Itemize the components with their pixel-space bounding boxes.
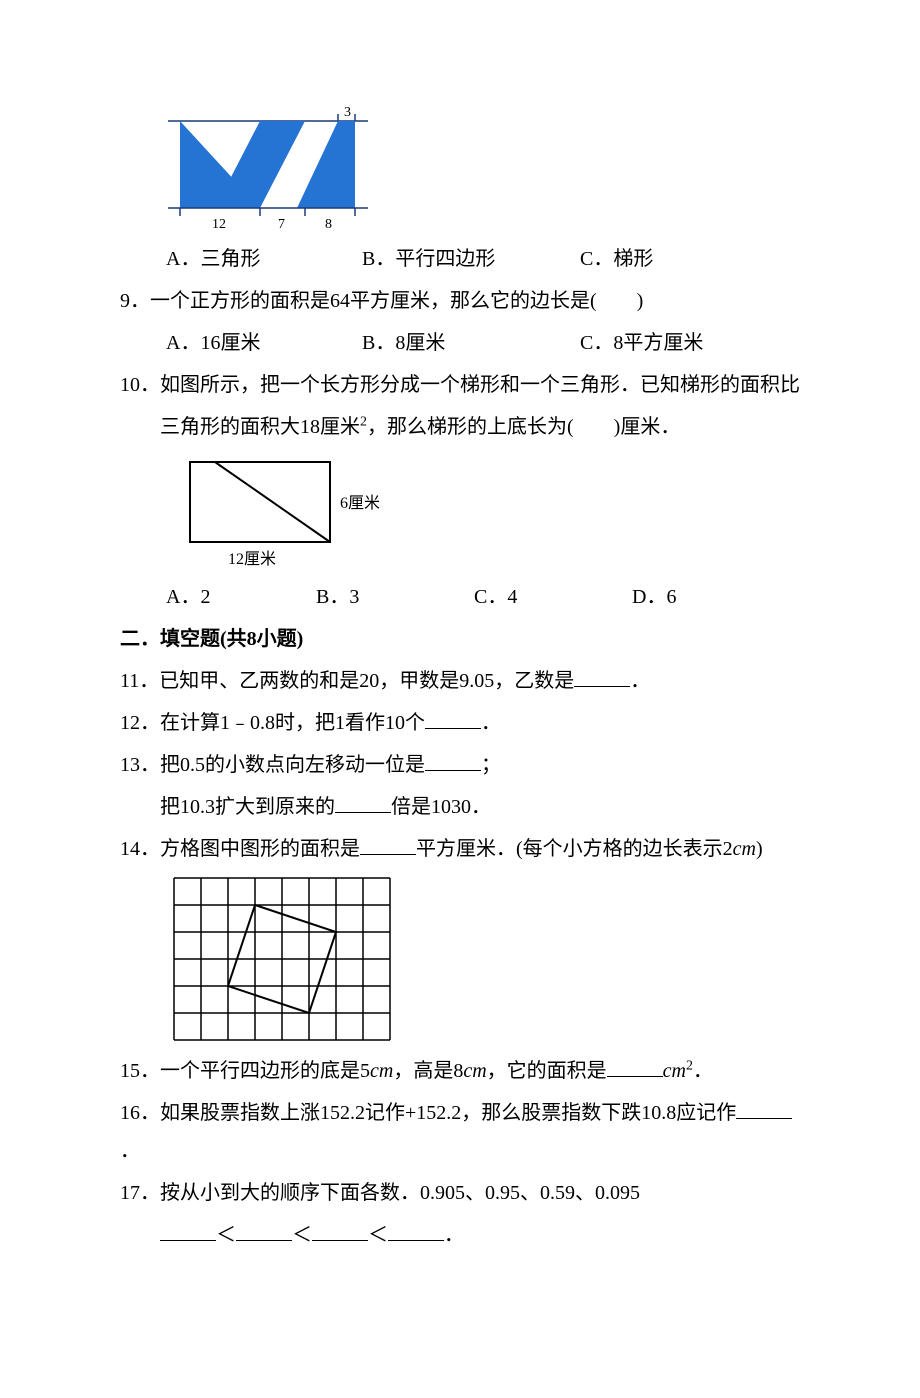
q14-end-suffix: ) <box>756 838 763 860</box>
q10-rect <box>190 462 330 542</box>
q13b-text: 把10.3扩大到原来的 <box>160 796 335 818</box>
q9-optB: B．8厘米 <box>362 324 580 362</box>
q9-optC: C．8平方厘米 <box>580 324 703 362</box>
q14-em: cm <box>733 838 756 860</box>
q14-text: 14．方格图中图形的面积是 <box>120 838 360 860</box>
q17-end: ． <box>444 1224 464 1246</box>
q14: 14．方格图中图形的面积是 平方厘米．(每个小方格的边长表示2cm) <box>120 830 800 868</box>
q10-optA: A．2 <box>166 578 316 616</box>
q10-line2-suffix: ，那么梯形的上底长为( )厘米． <box>367 416 680 438</box>
q17-lt3: ＜ <box>368 1224 388 1246</box>
q8-optC: C．梯形 <box>580 240 653 278</box>
q9-optA: A．16厘米 <box>166 324 362 362</box>
section2-header: 二．填空题(共8小题) <box>120 620 800 658</box>
q8-figure: 3 12 7 8 <box>120 106 800 234</box>
q10-sup2: 2 <box>360 414 367 429</box>
q12-end: ． <box>481 712 501 734</box>
q8-options: A．三角形 B．平行四边形 C．梯形 <box>120 240 800 278</box>
q15-em2: cm <box>463 1060 486 1082</box>
q17-blank2 <box>236 1221 292 1241</box>
q9-text: 9．一个正方形的面积是64平方厘米，那么它的边长是( ) <box>120 282 800 320</box>
q10-optB: B．3 <box>316 578 474 616</box>
q14-blank <box>360 835 416 855</box>
q10-svg: 6厘米 12厘米 <box>160 452 390 572</box>
q15-mid: ，高是8 <box>393 1060 463 1082</box>
q16: 16．如果股票指数上涨152.2记作+152.2，那么股票指数下跌10.8应记作… <box>120 1094 800 1170</box>
q15-sup2: 2 <box>686 1058 693 1073</box>
q11-blank <box>574 667 630 687</box>
q14-figure <box>120 874 800 1046</box>
q14-svg <box>160 874 408 1046</box>
q10-figure: 6厘米 12厘米 <box>120 452 800 572</box>
q10-label-bottom: 12厘米 <box>228 550 276 568</box>
q10-optD: D．6 <box>632 578 676 616</box>
q14-end-prefix: 平方厘米．(每个小方格的边长表示2 <box>416 838 733 860</box>
q13a: 13．把0.5的小数点向左移动一位是 ； <box>120 746 800 784</box>
q12-text: 12．在计算1﹣0.8时，把1看作10个 <box>120 712 425 734</box>
q8-shape-right <box>297 121 355 208</box>
q15-em3: cm <box>663 1060 686 1082</box>
q8-svg: 3 12 7 8 <box>160 106 370 234</box>
q11: 11．已知甲、乙两数的和是20，甲数是9.05，乙数是 ． <box>120 662 800 700</box>
q11-text: 11．已知甲、乙两数的和是20，甲数是9.05，乙数是 <box>120 670 574 692</box>
q17b: ＜ ＜ ＜ ． <box>120 1216 800 1254</box>
q13a-text: 13．把0.5的小数点向左移动一位是 <box>120 754 425 776</box>
q10-options: A．2 B．3 C．4 D．6 <box>120 578 800 616</box>
q15-em1: cm <box>370 1060 393 1082</box>
q17-blank3 <box>312 1221 368 1241</box>
q17-lt2: ＜ <box>292 1224 312 1246</box>
q15-end: ． <box>693 1060 713 1082</box>
q8-bl-1: 7 <box>278 217 285 232</box>
q13b-end: 倍是1030． <box>391 796 491 818</box>
q14-grid <box>174 878 390 1040</box>
q15-prefix: 15．一个平行四边形的底是5 <box>120 1060 370 1082</box>
q16-blank <box>736 1099 792 1119</box>
q12: 12．在计算1﹣0.8时，把1看作10个 ． <box>120 704 800 742</box>
q17a: 17．按从小到大的顺序下面各数．0.905、0.95、0.59、0.095 <box>120 1174 800 1212</box>
q13a-blank <box>425 751 481 771</box>
q8-top-label: 3 <box>344 106 351 120</box>
q13b: 把10.3扩大到原来的 倍是1030． <box>120 788 800 826</box>
q17-lt1: ＜ <box>216 1224 236 1246</box>
q16-text: 16．如果股票指数上涨152.2记作+152.2，那么股票指数下跌10.8应记作 <box>120 1102 736 1124</box>
q8-shape-parallelogram <box>215 121 305 208</box>
q10-line2-prefix: 三角形的面积大18厘米 <box>160 416 360 438</box>
q10-diag <box>215 462 330 542</box>
q10-line1: 10．如图所示，把一个长方形分成一个梯形和一个三角形．已知梯形的面积比 <box>120 366 800 404</box>
q15-mid2: ，它的面积是 <box>487 1060 607 1082</box>
q13a-end: ； <box>481 754 501 776</box>
q15-blank <box>607 1057 663 1077</box>
q9-options: A．16厘米 B．8厘米 C．8平方厘米 <box>120 324 800 362</box>
q10-line2: 三角形的面积大18厘米2，那么梯形的上底长为( )厘米． <box>120 408 800 446</box>
q10-label-right: 6厘米 <box>340 494 380 512</box>
q12-blank <box>425 709 481 729</box>
q13b-blank <box>335 793 391 813</box>
q8-optA: A．三角形 <box>166 240 362 278</box>
q8-bl-0: 12 <box>212 217 226 232</box>
q11-end: ． <box>630 670 650 692</box>
q16-end: ． <box>120 1140 140 1162</box>
q17-blank1 <box>160 1221 216 1241</box>
q17-blank4 <box>388 1221 444 1241</box>
q15: 15．一个平行四边形的底是5cm，高是8cm，它的面积是cm2． <box>120 1052 800 1090</box>
q10-optC: C．4 <box>474 578 632 616</box>
q8-optB: B．平行四边形 <box>362 240 580 278</box>
q8-bl-2: 8 <box>325 217 332 232</box>
